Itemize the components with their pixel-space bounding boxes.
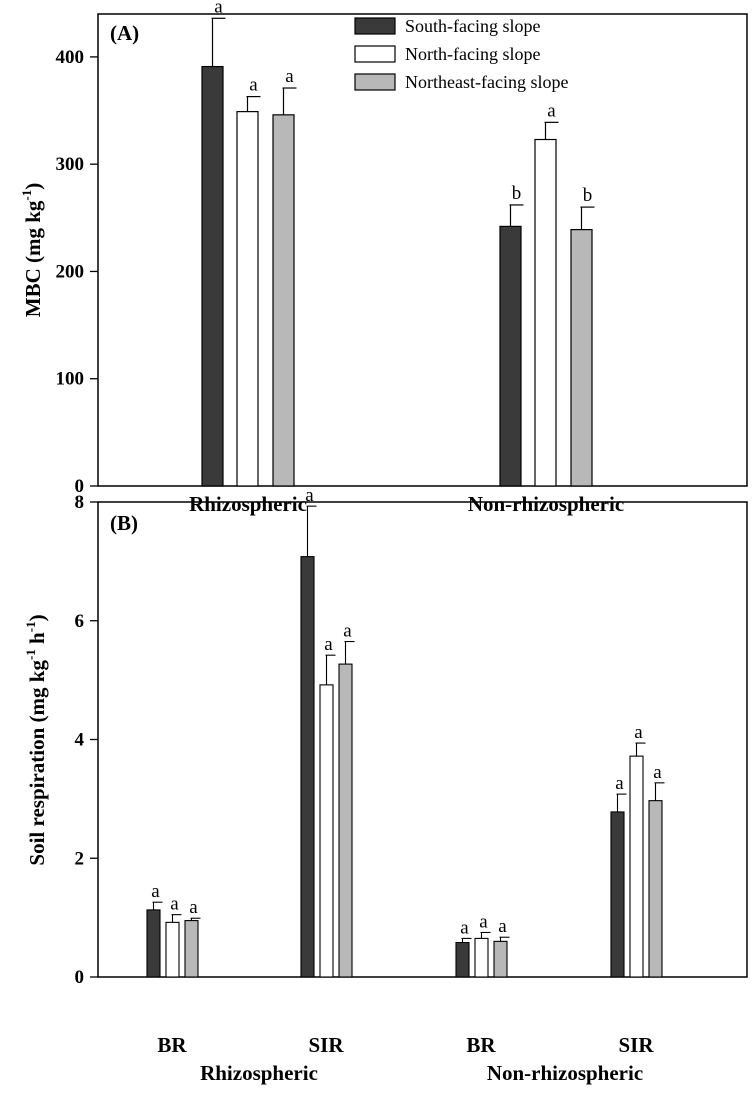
significance-letter: b <box>512 183 522 204</box>
panel-b-label: (B) <box>110 511 138 535</box>
bar <box>201 65 224 487</box>
significance-letter: a <box>460 917 469 938</box>
x-category-label: Rhizospheric <box>189 492 307 516</box>
panel-a-chart: (A) MBC (mg kg-1) 0 100 200 300 400 a b a a a b R… <box>19 0 748 516</box>
significance-letter: a <box>324 634 333 655</box>
y-tick-label: 200 <box>56 261 85 282</box>
bar <box>236 111 259 487</box>
x-category-label: SIR <box>618 1033 654 1057</box>
panel-b-y-ticks: 0 2 4 6 8 <box>75 492 98 988</box>
significance-letter: a <box>285 66 294 87</box>
panel-a-plot-frame <box>97 13 748 487</box>
panel-b-chart: (B) Soil respiration (mg kg-1 h-1) 0 2 4 6 8… <box>23 485 748 1085</box>
bar <box>338 663 353 978</box>
x-category-label: SIR <box>308 1033 344 1057</box>
legend-label: South-facing slope <box>405 16 540 36</box>
bar <box>610 811 625 978</box>
legend-swatch <box>354 45 396 63</box>
significance-letter: a <box>479 911 488 932</box>
bar <box>534 138 557 487</box>
bar <box>648 800 663 978</box>
significance-letter: a <box>615 773 624 794</box>
bar <box>455 942 470 978</box>
legend-label: North-facing slope <box>405 44 540 64</box>
bar <box>146 909 161 978</box>
bar <box>499 225 522 487</box>
y-tick-label: 400 <box>56 47 85 68</box>
significance-letter: a <box>249 75 258 96</box>
panel-b-category-labels: BR SIR BR SIR <box>157 1033 654 1057</box>
bar <box>570 229 593 487</box>
y-tick-label: 6 <box>75 611 85 632</box>
significance-letter: a <box>305 485 314 506</box>
x-category-label: BR <box>157 1033 187 1057</box>
bar <box>319 684 334 978</box>
significance-letter: a <box>170 894 179 915</box>
x-category-label: Non-rhizospheric <box>468 492 624 516</box>
panel-a-label: (A) <box>110 21 139 45</box>
y-tick-label: 100 <box>56 369 85 390</box>
bar <box>474 937 489 978</box>
significance-letter: a <box>214 0 223 17</box>
significance-letter: a <box>189 897 198 918</box>
bar <box>493 940 508 978</box>
significance-letter: a <box>343 621 352 642</box>
significance-letter: a <box>547 100 556 121</box>
bar <box>184 920 199 978</box>
y-tick-label: 8 <box>75 492 85 513</box>
legend-swatch <box>354 73 396 91</box>
panel-a-y-axis-title: MBC (mg kg-1) <box>19 183 45 318</box>
legend-swatch <box>354 17 396 35</box>
panel-b-y-axis-title: Soil respiration (mg kg-1 h-1) <box>23 614 49 865</box>
y-tick-label: 4 <box>75 730 85 751</box>
bar <box>272 114 295 487</box>
panel-a-group-labels: Rhizospheric Non-rhizospheric <box>189 492 624 516</box>
panel-b-group-labels: Rhizospheric Non-rhizospheric <box>200 1061 643 1085</box>
significance-letter: b <box>583 185 593 206</box>
panel-a-bars: a b a a a b <box>201 0 595 487</box>
significance-letter: a <box>653 762 662 783</box>
bar <box>300 556 315 978</box>
legend-label: Northeast-facing slope <box>405 72 568 92</box>
x-group-label: Rhizospheric <box>200 1061 318 1085</box>
y-tick-label: 2 <box>75 848 85 869</box>
legend: South-facing slope North-facing slope Nort… <box>354 16 568 92</box>
significance-letter: a <box>498 916 507 937</box>
panel-a-y-ticks: 0 100 200 300 400 <box>56 47 98 497</box>
y-tick-label: 300 <box>56 154 85 175</box>
bar <box>629 755 644 978</box>
y-tick-label: 0 <box>75 967 85 988</box>
bar <box>165 921 180 978</box>
x-group-label: Non-rhizospheric <box>487 1061 643 1085</box>
significance-letter: a <box>634 722 643 743</box>
x-category-label: BR <box>466 1033 496 1057</box>
y-tick-label: 0 <box>75 476 85 497</box>
significance-letter: a <box>151 881 160 902</box>
